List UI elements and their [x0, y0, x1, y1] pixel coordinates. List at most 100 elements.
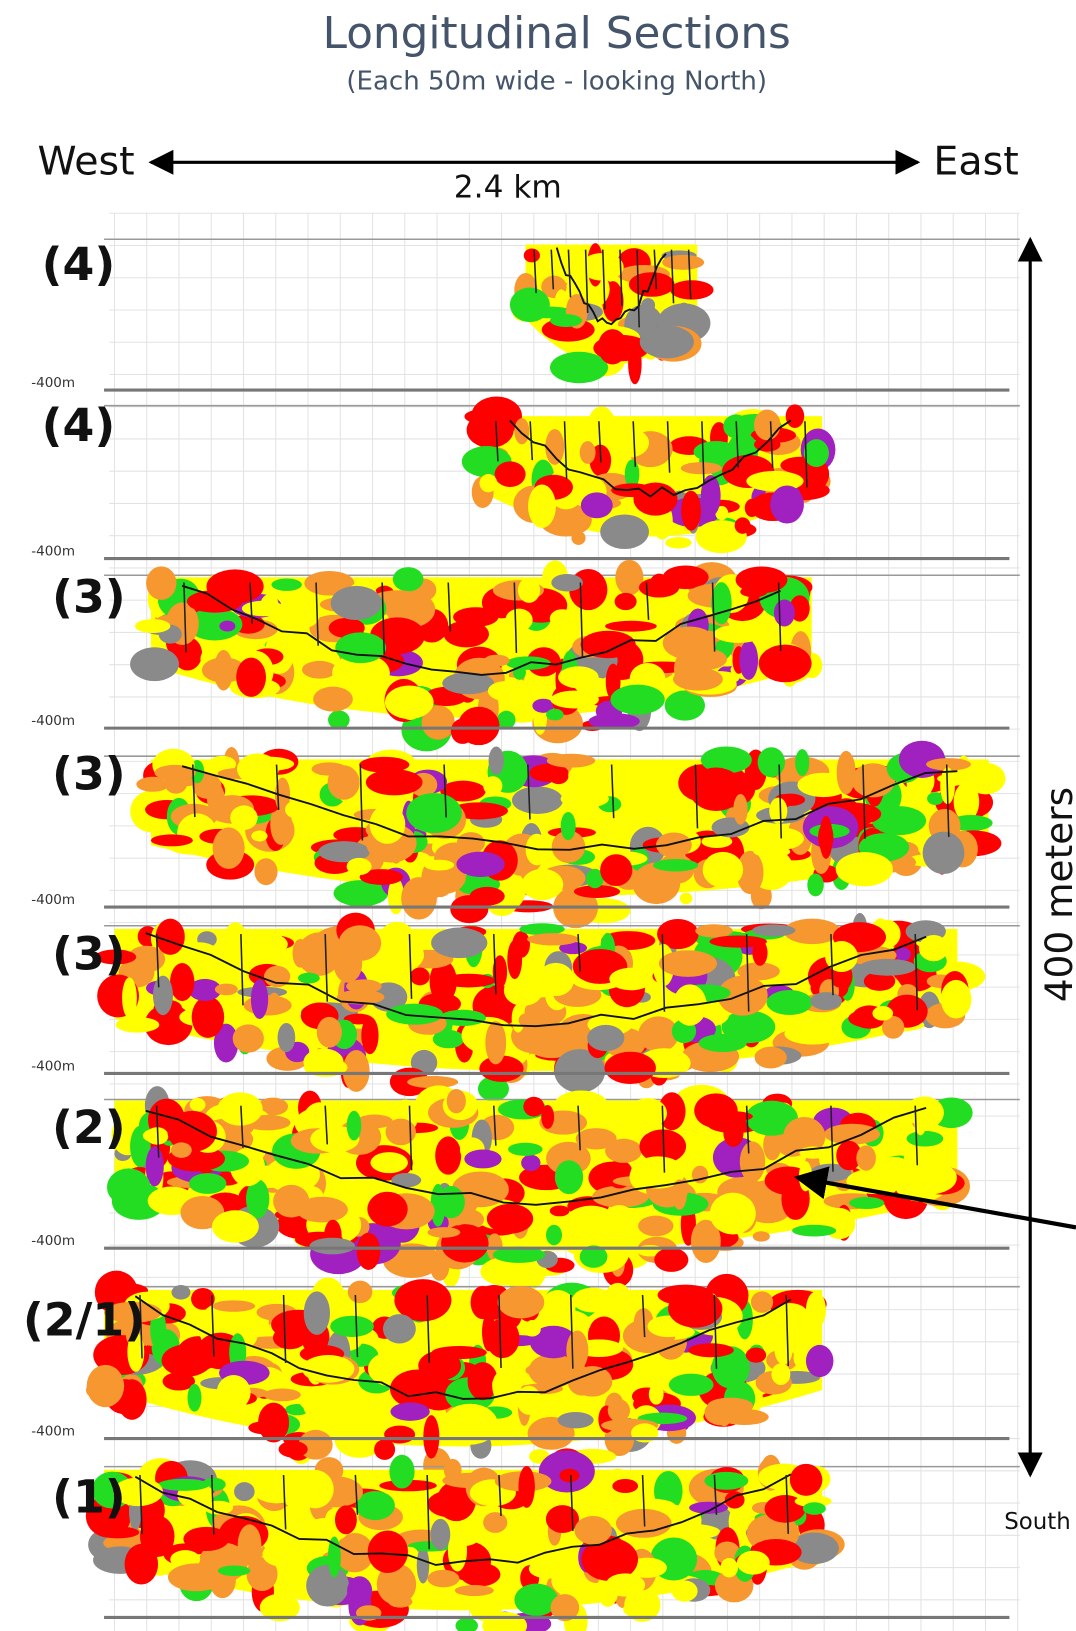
ore-zone — [715, 506, 729, 521]
ore-zone — [423, 1415, 440, 1459]
ore-zone — [356, 1232, 381, 1270]
ore-zone — [234, 1482, 255, 1502]
drill-hole — [584, 249, 589, 313]
drill-hole — [713, 1474, 718, 1515]
ore-zone — [662, 626, 717, 660]
ore-zone — [212, 1300, 256, 1312]
ore-zone — [549, 351, 609, 384]
ore-zone — [605, 1138, 642, 1163]
ore-zone — [557, 1411, 594, 1429]
ore-zone — [492, 1368, 522, 1405]
ore-zone — [503, 975, 543, 1006]
ore-zone — [709, 935, 767, 948]
ore-zone — [514, 418, 530, 445]
ore-zone — [157, 1478, 210, 1491]
ore-zone — [481, 1285, 507, 1297]
ore-zone — [257, 1097, 289, 1116]
ore-zone — [509, 287, 550, 323]
ore-zone — [657, 918, 699, 950]
drill-hole — [426, 1294, 431, 1363]
ore-zone — [575, 1128, 617, 1150]
ore-zone — [818, 822, 834, 853]
ore-zone — [769, 797, 788, 824]
drill-hole — [632, 421, 637, 467]
ore-zone — [262, 1541, 305, 1567]
ore-zone — [517, 577, 541, 603]
ore-zone — [720, 1557, 739, 1578]
ore-zone — [671, 1580, 698, 1602]
ore-zone — [571, 531, 586, 545]
ore-zone — [246, 1179, 270, 1219]
ore-zone — [492, 1246, 546, 1263]
ore-zone — [189, 1098, 206, 1112]
drill-hole — [569, 1474, 574, 1532]
ore-zone — [336, 989, 385, 1005]
ore-zone — [388, 1595, 413, 1608]
ore-zone — [600, 854, 633, 887]
ore-zone — [521, 868, 564, 901]
title: Longitudinal Sections — [323, 8, 791, 59]
ore-zone — [487, 681, 524, 702]
ore-zone — [335, 1533, 374, 1573]
ore-zone — [327, 1536, 341, 1578]
ore-zone — [882, 1016, 905, 1039]
ore-zone — [250, 979, 269, 1019]
ore-zone — [528, 1353, 578, 1388]
ore-zone — [580, 630, 636, 659]
ore-zone — [224, 922, 247, 953]
ore-zone — [486, 1203, 534, 1234]
ore-zone — [523, 248, 540, 263]
drill-hole — [139, 1294, 143, 1359]
ore-zone — [734, 517, 751, 534]
drill-hole — [381, 582, 386, 655]
drill-hole — [830, 934, 834, 996]
ore-zone — [416, 1546, 430, 1584]
ore-zone — [739, 1141, 766, 1183]
ore-zone — [376, 1563, 417, 1605]
ore-zone — [94, 949, 137, 965]
ore-zone — [573, 885, 621, 898]
ore-zone — [559, 1468, 580, 1483]
drill-hole — [778, 764, 783, 839]
ore-zone — [690, 1219, 721, 1263]
ore-zone — [333, 945, 363, 983]
ore-zone — [528, 484, 556, 528]
ore-zone — [346, 1110, 362, 1141]
ore-zone — [208, 755, 237, 773]
ore-zone — [546, 1224, 563, 1246]
ore-zone — [301, 660, 337, 679]
ore-zone — [450, 718, 475, 744]
ore-zone — [152, 975, 173, 1016]
drill-hole — [443, 764, 447, 818]
ore-zone — [230, 805, 258, 830]
ore-zone — [217, 1092, 263, 1126]
ore-zone — [714, 1541, 741, 1565]
drill-hole — [653, 249, 658, 290]
depth-label: -400m — [31, 1233, 75, 1249]
drill-hole — [567, 249, 572, 298]
ore-zone — [750, 1291, 774, 1313]
ore-zone — [554, 1049, 606, 1093]
ore-zone — [392, 567, 424, 592]
ore-zone — [559, 941, 588, 955]
ore-zone — [427, 1569, 460, 1588]
ore-zone — [447, 1529, 468, 1572]
ore-zone — [477, 1076, 509, 1102]
ore-zone — [277, 1023, 296, 1053]
drill-hole — [315, 582, 319, 646]
ore-zone — [856, 1145, 876, 1171]
ore-zone — [271, 578, 302, 591]
ore-zone — [592, 1185, 649, 1208]
ore-zone — [608, 1468, 627, 1481]
drill-hole — [324, 934, 329, 1002]
ore-zone — [296, 1469, 334, 1509]
ore-zone — [965, 762, 1006, 795]
ore-zone — [443, 1458, 462, 1481]
ore-zone — [551, 573, 583, 592]
drill-hole — [324, 1105, 329, 1145]
ore-zone — [418, 1350, 462, 1381]
ore-zone — [695, 924, 733, 938]
ore-zone — [733, 793, 748, 825]
ore-zone — [831, 972, 846, 988]
drill-hole — [694, 764, 699, 829]
